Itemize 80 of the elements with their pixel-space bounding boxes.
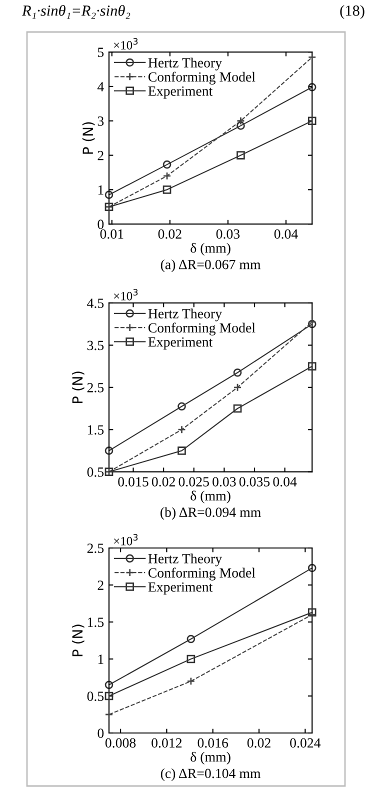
point [308, 116, 316, 126]
y-axis-title: P (N) [72, 624, 84, 656]
y-tick-label: 2.5 [87, 544, 104, 554]
legend-label: Experiment [148, 86, 213, 99]
y-tick-label: 0 [98, 220, 104, 230]
text: (18) [340, 5, 364, 19]
point [233, 383, 242, 392]
y-tick-label: 2 [98, 150, 104, 160]
point [178, 402, 186, 411]
point [186, 634, 196, 644]
point [104, 692, 114, 700]
x-axis-title: δ (mm) [190, 490, 230, 504]
point [308, 564, 316, 572]
point [186, 677, 196, 686]
point [308, 82, 316, 92]
x-tick-label: 0.04 [274, 229, 298, 239]
x-tick-label: 0.02 [247, 738, 270, 748]
legend-label: Hertz Theory [148, 554, 222, 566]
x-axis-title: δ (mm) [190, 242, 230, 256]
point [162, 160, 172, 169]
y-tick-label: 4 [97, 82, 104, 92]
y-tick-label: 2 [98, 580, 104, 590]
y-tick-label: 1.5 [88, 425, 104, 435]
y-tick-label: 3.5 [87, 340, 104, 350]
y-tick-label: 1 [98, 654, 104, 664]
point [162, 186, 172, 194]
legend-label: Conforming Model [148, 322, 256, 336]
point [104, 680, 114, 690]
legend-label: Conforming Model [148, 568, 256, 580]
y-axis-title: P (N) [72, 372, 84, 404]
x-tick-label: 0.008 [105, 738, 136, 748]
x-tick-label: 0.024 [290, 738, 321, 748]
point [104, 710, 114, 719]
text: ×10$^{3}$ [114, 288, 138, 300]
x-tick-label: 0.04 [273, 477, 297, 487]
legend-label: Hertz Theory [148, 58, 222, 70]
y-tick-label: 5 [98, 48, 104, 58]
x-tick-label: 0.016 [198, 738, 228, 748]
legend-label: Hertz Theory [148, 308, 222, 322]
text: ×10$^{3}$ [114, 38, 138, 50]
y-axis-title: P (N) [82, 122, 95, 154]
point [104, 446, 114, 455]
text: (a) ΔR=0.067 mm [160, 259, 261, 272]
point [162, 172, 172, 180]
y-tick-label: 3 [98, 116, 104, 126]
y-tick-label: 0 [98, 728, 104, 738]
y-tick-label: 0.5 [87, 692, 104, 702]
legend-label: Experiment [148, 582, 213, 595]
x-tick-label: 0.01 [100, 229, 124, 239]
point [236, 116, 245, 126]
text: (c) ΔR=0.104 mm [160, 768, 261, 781]
point [233, 404, 242, 413]
x-tick-label: 0.03 [216, 229, 240, 239]
text: (b) ΔR=0.094 mm [160, 507, 261, 520]
y-tick-label: 0.5 [87, 467, 104, 477]
y-tick-label: 4.5 [87, 298, 104, 308]
x-tick-label: 0.03 [212, 477, 236, 487]
x-axis-title: δ (mm) [190, 752, 230, 765]
x-tick-label: 0.02 [158, 229, 182, 239]
legend-label: Conforming Model [148, 72, 256, 85]
x-tick-label: 0.015 [118, 477, 148, 487]
point [236, 151, 245, 160]
x-tick-label: 0.012 [152, 738, 182, 748]
point [308, 53, 316, 62]
point [178, 446, 186, 455]
y-tick-label: 2.5 [87, 383, 104, 392]
x-tick-label: 0.02 [152, 477, 175, 487]
y-tick-label: 1 [98, 185, 104, 194]
point [178, 425, 186, 434]
point [104, 190, 114, 200]
y-tick-label: 1.5 [88, 618, 104, 628]
text: ×10$^{3}$ [114, 534, 138, 546]
legend-label: Experiment [148, 337, 213, 350]
point [236, 122, 245, 130]
point [233, 368, 242, 377]
x-tick-label: 0.025 [178, 477, 209, 487]
point [186, 654, 196, 664]
text: R₁·sinθ₁=R₂·sinθ₂ [22, 4, 130, 19]
point [308, 362, 316, 370]
x-tick-label: 0.035 [239, 477, 270, 487]
